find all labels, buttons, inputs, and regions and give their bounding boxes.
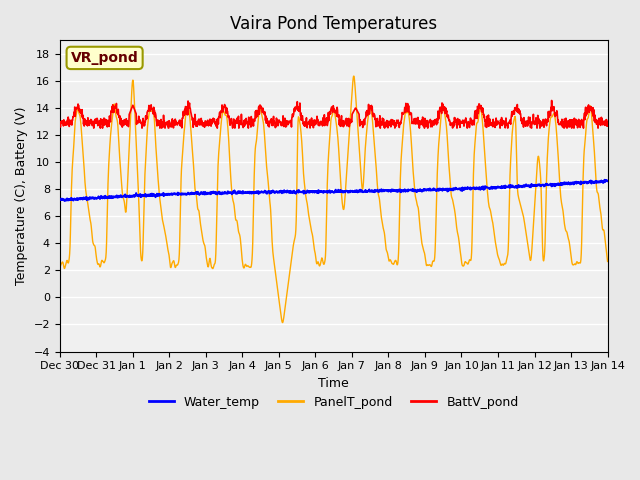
Legend: Water_temp, PanelT_pond, BattV_pond: Water_temp, PanelT_pond, BattV_pond <box>143 391 524 414</box>
Text: VR_pond: VR_pond <box>71 51 138 65</box>
Title: Vaira Pond Temperatures: Vaira Pond Temperatures <box>230 15 437 33</box>
Y-axis label: Temperature (C), Battery (V): Temperature (C), Battery (V) <box>15 107 28 285</box>
X-axis label: Time: Time <box>318 377 349 390</box>
